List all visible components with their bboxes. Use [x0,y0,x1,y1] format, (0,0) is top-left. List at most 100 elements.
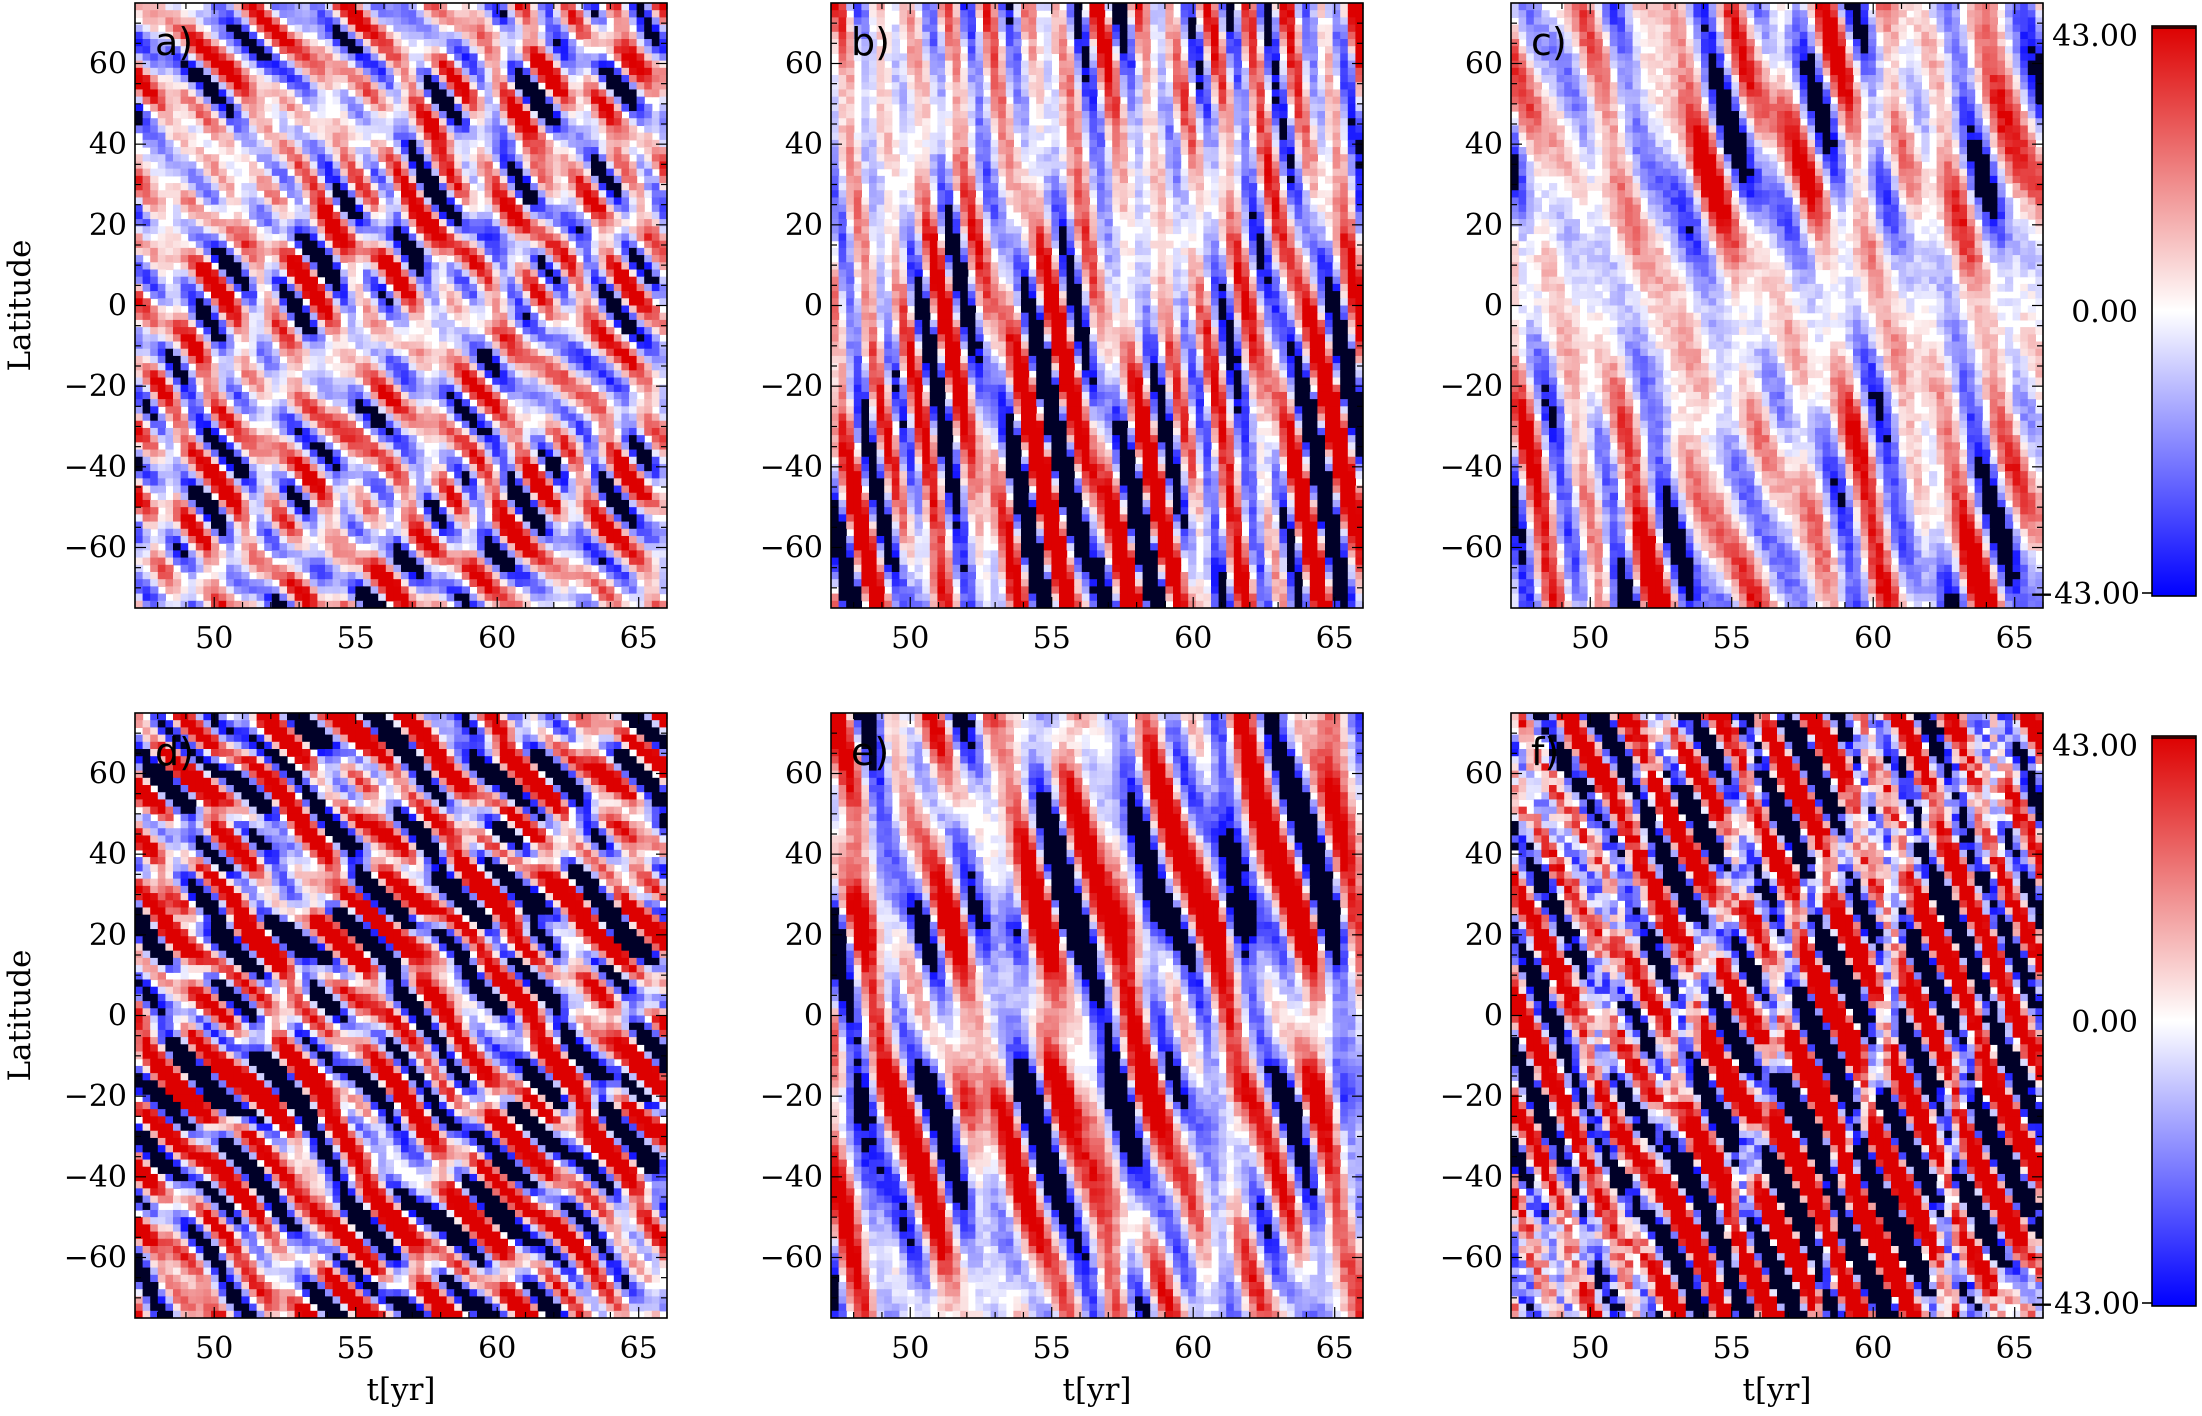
heatmap-cell [279,175,288,184]
heatmap-cell [644,111,653,119]
heatmap-cell [575,89,584,98]
heatmap-cell [454,391,463,400]
heatmap-cell [264,183,273,191]
heatmap-cell [211,535,220,544]
heatmap-cell [446,233,455,242]
heatmap-cell [332,449,341,458]
heatmap-cell [545,463,554,472]
heatmap-cell [302,514,311,523]
heatmap-cell [332,543,341,551]
heatmap-cell [302,60,311,69]
heatmap-cell [644,348,653,357]
heatmap-cell [408,499,417,508]
heatmap-cell [431,24,440,33]
heatmap-cell [241,427,250,436]
heatmap-cell [431,370,440,379]
heatmap-cell [173,111,182,119]
heatmap-cell [218,82,227,91]
heatmap-cell [659,211,667,220]
heatmap-cell [613,312,622,321]
heatmap-cell [180,247,189,256]
heatmap-cell [180,557,189,566]
heatmap-cell [469,276,478,285]
heatmap-cell [454,183,463,191]
heatmap-cell [363,298,372,307]
heatmap-cell [332,291,341,299]
heatmap-cell [135,370,144,379]
heatmap-cell [515,341,524,350]
heatmap-cell [644,161,653,170]
heatmap-cell [355,161,364,170]
heatmap-cell [287,456,296,465]
heatmap-cell [309,24,318,33]
heatmap-cell [264,557,273,566]
heatmap-cell [241,96,250,105]
heatmap-cell [629,499,638,508]
heatmap-cell [287,269,296,278]
heatmap-cell [568,499,577,508]
heatmap-cell [226,60,235,69]
heatmap-cell [469,471,478,479]
heatmap-cell [226,147,235,155]
heatmap-cell [249,255,258,263]
heatmap-cell [135,89,144,98]
heatmap-cell [446,499,455,508]
heatmap-cell [302,89,311,98]
heatmap-cell [195,276,204,285]
heatmap-cell [241,276,250,285]
heatmap-cell [439,355,448,364]
heatmap-cell [401,247,410,256]
heatmap-cell [279,24,288,33]
heatmap-cell [150,514,159,523]
heatmap-cell [287,406,296,415]
heatmap-cell [325,154,334,163]
heatmap-cell [499,550,508,559]
heatmap-cell [499,370,508,379]
heatmap-cell [188,161,197,170]
heatmap-cell [180,384,189,393]
heatmap-cell [659,348,667,357]
heatmap-cell [507,528,516,537]
heatmap-cell [606,190,615,199]
heatmap-cell [545,499,554,508]
heatmap-cell [545,406,554,415]
heatmap-cell [233,514,242,523]
heatmap-cell [294,327,303,335]
heatmap-cell [644,183,653,191]
heatmap-cell [203,377,212,386]
heatmap-cell [401,168,410,177]
heatmap-cell [659,355,667,364]
heatmap-cell [203,39,212,47]
heatmap-cell [385,327,394,335]
heatmap-cell [621,319,630,328]
heatmap-cell [302,413,311,422]
heatmap-cell [309,204,318,213]
heatmap-cell [613,67,622,76]
heatmap-cell [431,82,440,91]
heatmap-cell [431,183,440,191]
heatmap-cell [142,456,151,465]
heatmap-cell [568,255,577,263]
heatmap-cell [553,377,562,386]
heatmap-cell [378,118,387,127]
heatmap-cell [499,118,508,127]
heatmap-cell [355,370,364,379]
heatmap-cell [439,240,448,249]
heatmap-cell [606,226,615,235]
heatmap-cell [644,535,653,544]
heatmap-cell [332,255,341,263]
heatmap-cell [431,211,440,220]
heatmap-cell [309,406,318,415]
heatmap-cell [629,96,638,105]
heatmap-cell [347,168,356,177]
heatmap-cell [180,190,189,199]
heatmap-cell [423,10,432,18]
heatmap-cell [591,341,600,350]
heatmap-cell [401,463,410,472]
heatmap-cell [355,168,364,177]
heatmap-cell [522,435,531,443]
heatmap-cell [233,427,242,436]
heatmap-cell [659,384,667,393]
heatmap-cell [446,89,455,98]
heatmap-cell [302,427,311,436]
